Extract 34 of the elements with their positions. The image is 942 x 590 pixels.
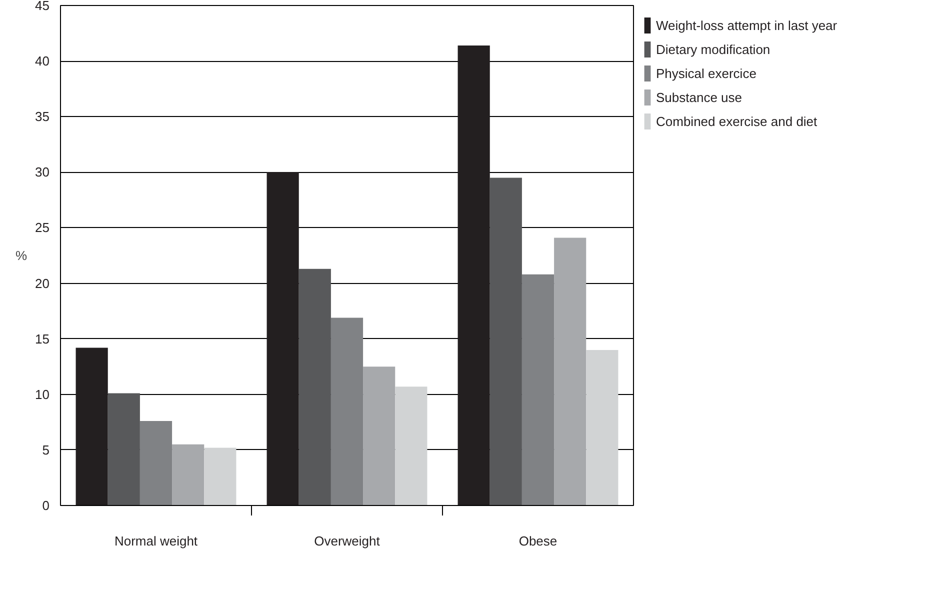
bar xyxy=(266,172,299,506)
y-tick-label: 0 xyxy=(42,498,50,513)
bar xyxy=(586,350,618,506)
y-tick-label: 30 xyxy=(35,164,50,180)
y-tick-label: 5 xyxy=(42,442,50,458)
legend-label: Physical exercice xyxy=(656,66,756,80)
bar xyxy=(554,238,586,506)
legend-label: Substance use xyxy=(656,90,742,104)
y-tick-label: 15 xyxy=(35,331,50,346)
bar xyxy=(108,393,140,506)
bar xyxy=(298,268,331,506)
x-tick-label: Obese xyxy=(518,534,558,548)
y-tick-label: 35 xyxy=(35,109,50,124)
y-tick-label: 10 xyxy=(35,386,50,402)
bar xyxy=(458,46,490,506)
bar xyxy=(330,318,364,506)
legend-label: Weight-loss attempt in last year xyxy=(656,18,838,32)
x-tick-label: Overweight xyxy=(314,534,380,548)
bar xyxy=(395,386,428,506)
y-tick-label: 40 xyxy=(35,54,50,69)
y-tick-label: 45 xyxy=(35,0,50,13)
bar xyxy=(172,444,204,506)
y-tick-label: 20 xyxy=(35,276,50,291)
y-axis-title: % xyxy=(15,248,28,263)
bar xyxy=(363,366,396,506)
bar xyxy=(140,421,172,506)
bar xyxy=(204,448,236,506)
bar xyxy=(76,348,108,506)
legend-label: Dietary modification xyxy=(656,42,770,56)
y-tick-label: 25 xyxy=(35,220,50,236)
bar xyxy=(490,178,522,506)
bar xyxy=(522,274,554,506)
legend-label: Combined exercise and diet xyxy=(656,114,818,128)
x-tick-label: Normal weight xyxy=(114,534,198,548)
